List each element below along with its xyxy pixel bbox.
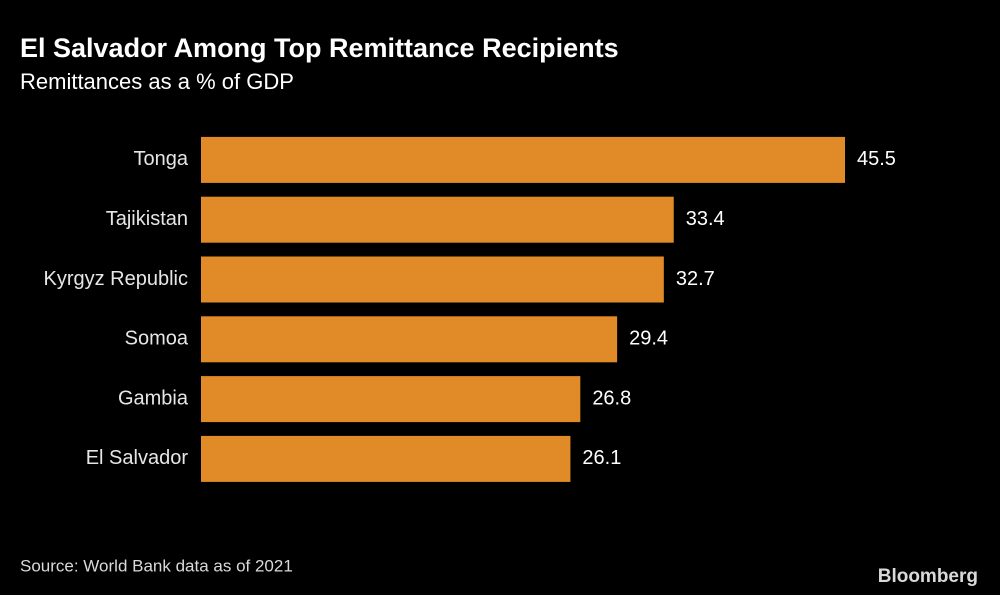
bar (201, 435, 571, 482)
value-label: 32.7 (676, 268, 715, 290)
chart-title: El Salvador Among Top Remittance Recipie… (20, 33, 619, 63)
bar (201, 316, 618, 363)
category-label: Somoa (125, 328, 189, 350)
bar (201, 196, 674, 243)
chart-subtitle: Remittances as a % of GDP (20, 69, 294, 94)
value-label: 29.4 (629, 328, 668, 350)
value-label: 45.5 (857, 148, 896, 170)
category-label: El Salvador (86, 447, 189, 469)
category-label: Gambia (118, 387, 189, 409)
value-label: 26.8 (592, 387, 631, 409)
source-note: Source: World Bank data as of 2021 (20, 556, 293, 575)
value-label: 33.4 (686, 208, 725, 230)
category-label: Tonga (134, 148, 189, 170)
bar (201, 256, 664, 303)
credit: Bloomberg (878, 566, 978, 587)
value-label: 26.1 (582, 447, 621, 469)
bar (201, 376, 581, 423)
category-label: Tajikistan (106, 208, 188, 230)
category-label: Kyrgyz Republic (43, 268, 188, 290)
bar (201, 136, 845, 183)
